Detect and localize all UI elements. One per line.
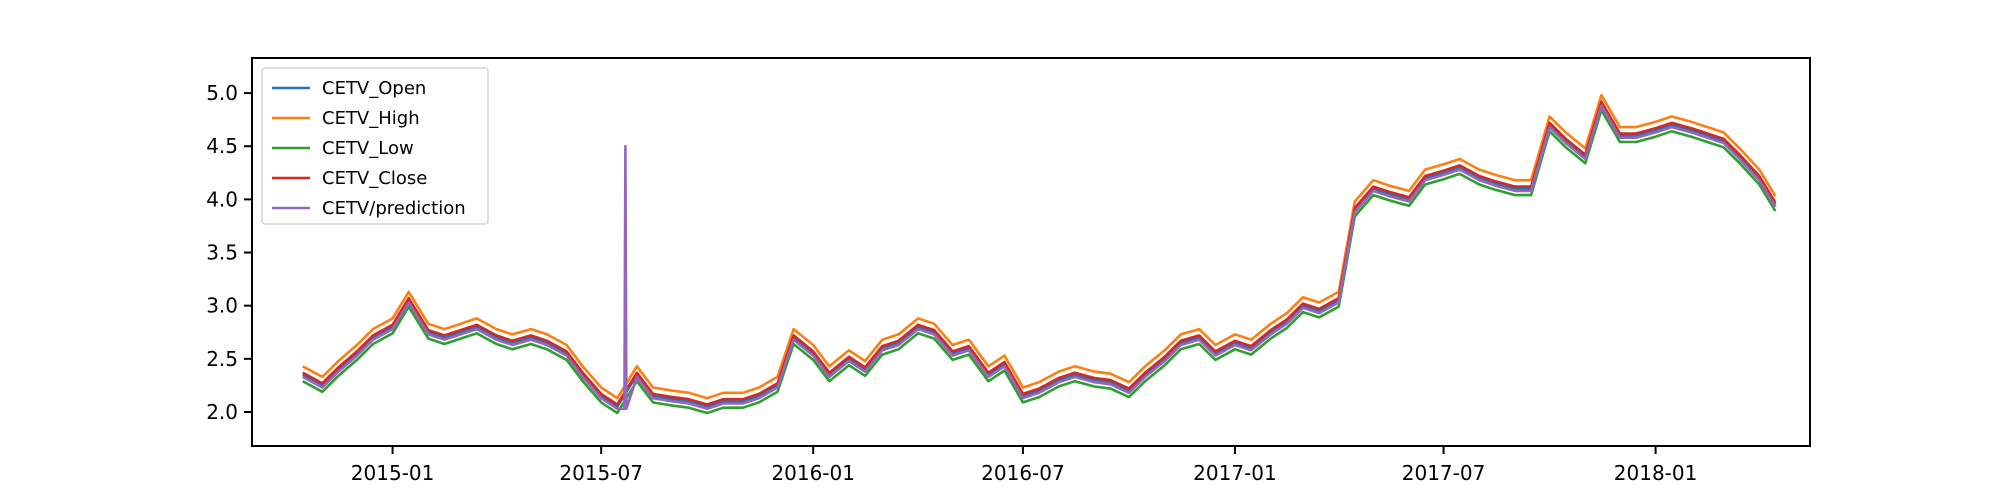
- x-tick-label-3: 2016-07: [981, 461, 1065, 485]
- x-tick-label-2: 2016-01: [771, 461, 855, 485]
- y-tick-label-2: 3.0: [206, 294, 238, 318]
- axis-ticks: 2015-01 2015-07 2016-01 2016-07 2017-01 2017-…: [206, 81, 1697, 485]
- x-tick-label-1: 2015-07: [559, 461, 643, 485]
- legend-label-1: CETV_High: [322, 108, 420, 129]
- y-tick-label-4: 4.0: [206, 187, 238, 211]
- x-tick-label-6: 2018-01: [1614, 461, 1698, 485]
- x-tick-label-4: 2017-01: [1193, 461, 1277, 485]
- series-line-4: [302, 104, 1777, 411]
- series-layer: [302, 93, 1777, 415]
- legend: CETV_Open CETV_High CETV_Low CETV_Close CETV…: [261, 67, 489, 225]
- y-tick-label-6: 5.0: [206, 81, 238, 105]
- x-tick-label-5: 2017-07: [1402, 461, 1486, 485]
- legend-label-4: CETV/prediction: [322, 198, 466, 219]
- y-tick-label-0: 2.0: [206, 400, 238, 424]
- x-tick-label-0: 2015-01: [351, 461, 435, 485]
- legend-label-0: CETV_Open: [322, 78, 426, 99]
- y-tick-label-5: 4.5: [206, 134, 238, 158]
- y-tick-label-3: 3.5: [206, 241, 238, 265]
- y-tick-label-1: 2.5: [206, 347, 238, 371]
- legend-box: [261, 67, 489, 225]
- series-line-2: [302, 108, 1777, 415]
- series-line-1: [302, 93, 1777, 400]
- legend-label-2: CETV_Low: [322, 138, 414, 159]
- legend-label-3: CETV_Close: [322, 168, 427, 189]
